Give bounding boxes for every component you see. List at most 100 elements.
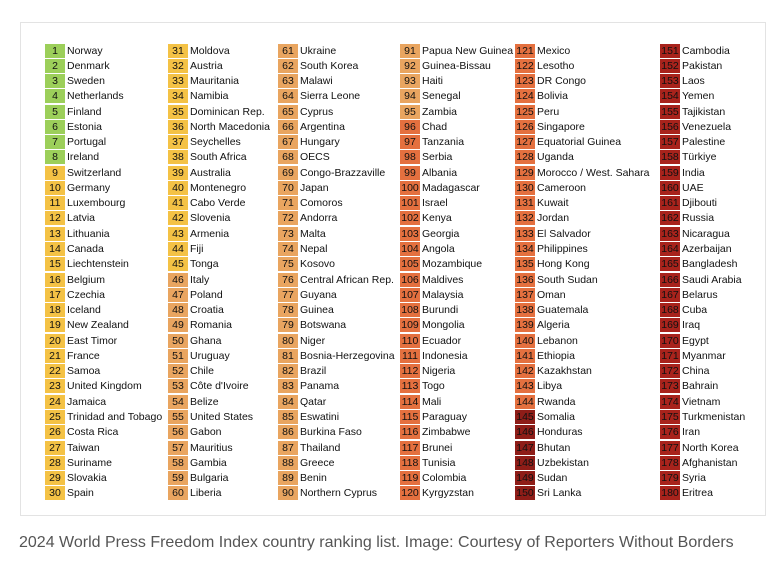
rank-badge: 4	[45, 89, 65, 104]
ranking-entry: 152 Pakistan	[660, 58, 722, 73]
ranking-entry: 135 Hong Kong	[515, 257, 590, 272]
country-name: Laos	[682, 75, 705, 88]
ranking-entry: 169 Iraq	[660, 318, 700, 333]
country-name: Mali	[422, 395, 442, 408]
ranking-entry: 156 Venezuela	[660, 119, 731, 134]
country-name: Ukraine	[300, 44, 337, 57]
rank-badge: 160	[660, 180, 680, 195]
country-name: Eritrea	[682, 487, 713, 500]
country-name: OECS	[300, 151, 330, 164]
ranking-entry: 64 Sierra Leone	[278, 89, 360, 104]
rank-badge: 109	[400, 318, 420, 333]
ranking-entry: 111 Indonesia	[400, 348, 468, 363]
rank-badge: 52	[168, 364, 188, 379]
rank-badge: 37	[168, 135, 188, 150]
country-name: Russia	[682, 212, 715, 225]
country-name: Montenegro	[190, 181, 247, 194]
country-name: Luxembourg	[67, 197, 126, 210]
rank-badge: 55	[168, 409, 188, 424]
rank-badge: 48	[168, 303, 188, 318]
rank-badge: 158	[660, 150, 680, 165]
rank-badge: 99	[400, 165, 420, 180]
ranking-entry: 161 Djibouti	[660, 196, 717, 211]
ranking-entry: 153 Laos	[660, 74, 705, 89]
country-name: Gabon	[190, 426, 222, 439]
ranking-entry: 102 Kenya	[400, 211, 452, 226]
ranking-entry: 129 Morocco / West. Sahara	[515, 165, 649, 180]
ranking-entry: 78 Guinea	[278, 303, 334, 318]
country-name: Bulgaria	[190, 472, 229, 485]
ranking-entry: 74 Nepal	[278, 242, 327, 257]
ranking-entry: 9 Switzerland	[45, 165, 121, 180]
rank-badge: 2	[45, 58, 65, 73]
rank-badge: 26	[45, 425, 65, 440]
ranking-entry: 82 Brazil	[278, 364, 326, 379]
country-name: Togo	[422, 380, 445, 393]
rank-badge: 76	[278, 272, 298, 287]
country-name: Netherlands	[67, 90, 124, 103]
ranking-entry: 98 Serbia	[400, 150, 452, 165]
ranking-entry: 103 Georgia	[400, 226, 459, 241]
ranking-entry: 62 South Korea	[278, 58, 358, 73]
rank-badge: 163	[660, 226, 680, 241]
rank-badge: 174	[660, 394, 680, 409]
rank-badge: 62	[278, 58, 298, 73]
country-name: Greece	[300, 456, 335, 469]
rank-badge: 105	[400, 257, 420, 272]
ranking-entry: 146 Honduras	[515, 425, 583, 440]
rank-badge: 151	[660, 43, 680, 58]
country-name: Iran	[682, 426, 701, 439]
ranking-entry: 128 Uganda	[515, 150, 574, 165]
country-name: Iceland	[67, 304, 101, 317]
ranking-entry: 171 Myanmar	[660, 348, 726, 363]
rank-badge: 14	[45, 242, 65, 256]
country-name: Côte d'Ivoire	[190, 380, 249, 393]
rank-badge: 25	[45, 409, 65, 424]
rank-badge: 65	[278, 104, 298, 119]
country-name: United Kingdom	[67, 380, 142, 393]
country-name: Mauritius	[190, 441, 233, 454]
country-name: Nepal	[300, 243, 328, 255]
country-name: Libya	[537, 380, 563, 393]
country-name: Northern Cyprus	[300, 487, 378, 500]
country-name: Brunei	[422, 441, 453, 454]
ranking-entry: 139 Algeria	[515, 318, 570, 333]
country-name: Lesotho	[537, 59, 575, 72]
rank-badge: 123	[515, 74, 535, 89]
country-name: Indonesia	[422, 349, 468, 362]
rank-badge: 43	[168, 226, 188, 241]
country-name: Brazil	[300, 365, 327, 378]
ranking-entry: 132 Jordan	[515, 211, 569, 226]
rank-badge: 80	[278, 333, 298, 348]
rank-badge: 41	[168, 196, 188, 211]
ranking-entry: 3 Sweden	[45, 74, 105, 89]
rank-badge: 15	[45, 257, 65, 272]
ranking-entry: 120 Kyrgyzstan	[400, 486, 474, 501]
rank-badge: 88	[278, 455, 298, 470]
ranking-entry: 142 Kazakhstan	[515, 364, 592, 379]
country-name: Eswatini	[300, 410, 340, 423]
country-name: Comoros	[300, 197, 343, 210]
rank-badge: 94	[400, 89, 420, 104]
rank-badge: 64	[278, 89, 298, 104]
country-name: Armenia	[190, 227, 230, 240]
rank-badge: 97	[400, 135, 420, 150]
country-name: Cyprus	[300, 105, 334, 118]
country-name: Colombia	[422, 472, 467, 485]
ranking-entry: 160 UAE	[660, 180, 704, 195]
rank-badge: 78	[278, 303, 298, 318]
rank-badge: 93	[400, 74, 420, 89]
ranking-entry: 51 Uruguay	[168, 348, 230, 363]
ranking-entry: 159 India	[660, 165, 705, 180]
rank-badge: 3	[45, 74, 65, 89]
country-name: Sweden	[67, 75, 105, 88]
ranking-entry: 101 Israel	[400, 196, 448, 211]
ranking-entry: 180 Eritrea	[660, 486, 713, 501]
country-name: France	[67, 349, 100, 362]
country-name: Ethiopia	[537, 349, 575, 362]
rank-badge: 171	[660, 348, 680, 363]
ranking-entry: 41 Cabo Verde	[168, 196, 245, 211]
ranking-entry: 170 Egypt	[660, 333, 709, 348]
ranking-entry: 16 Belgium	[45, 272, 105, 287]
rank-badge: 77	[278, 287, 298, 302]
